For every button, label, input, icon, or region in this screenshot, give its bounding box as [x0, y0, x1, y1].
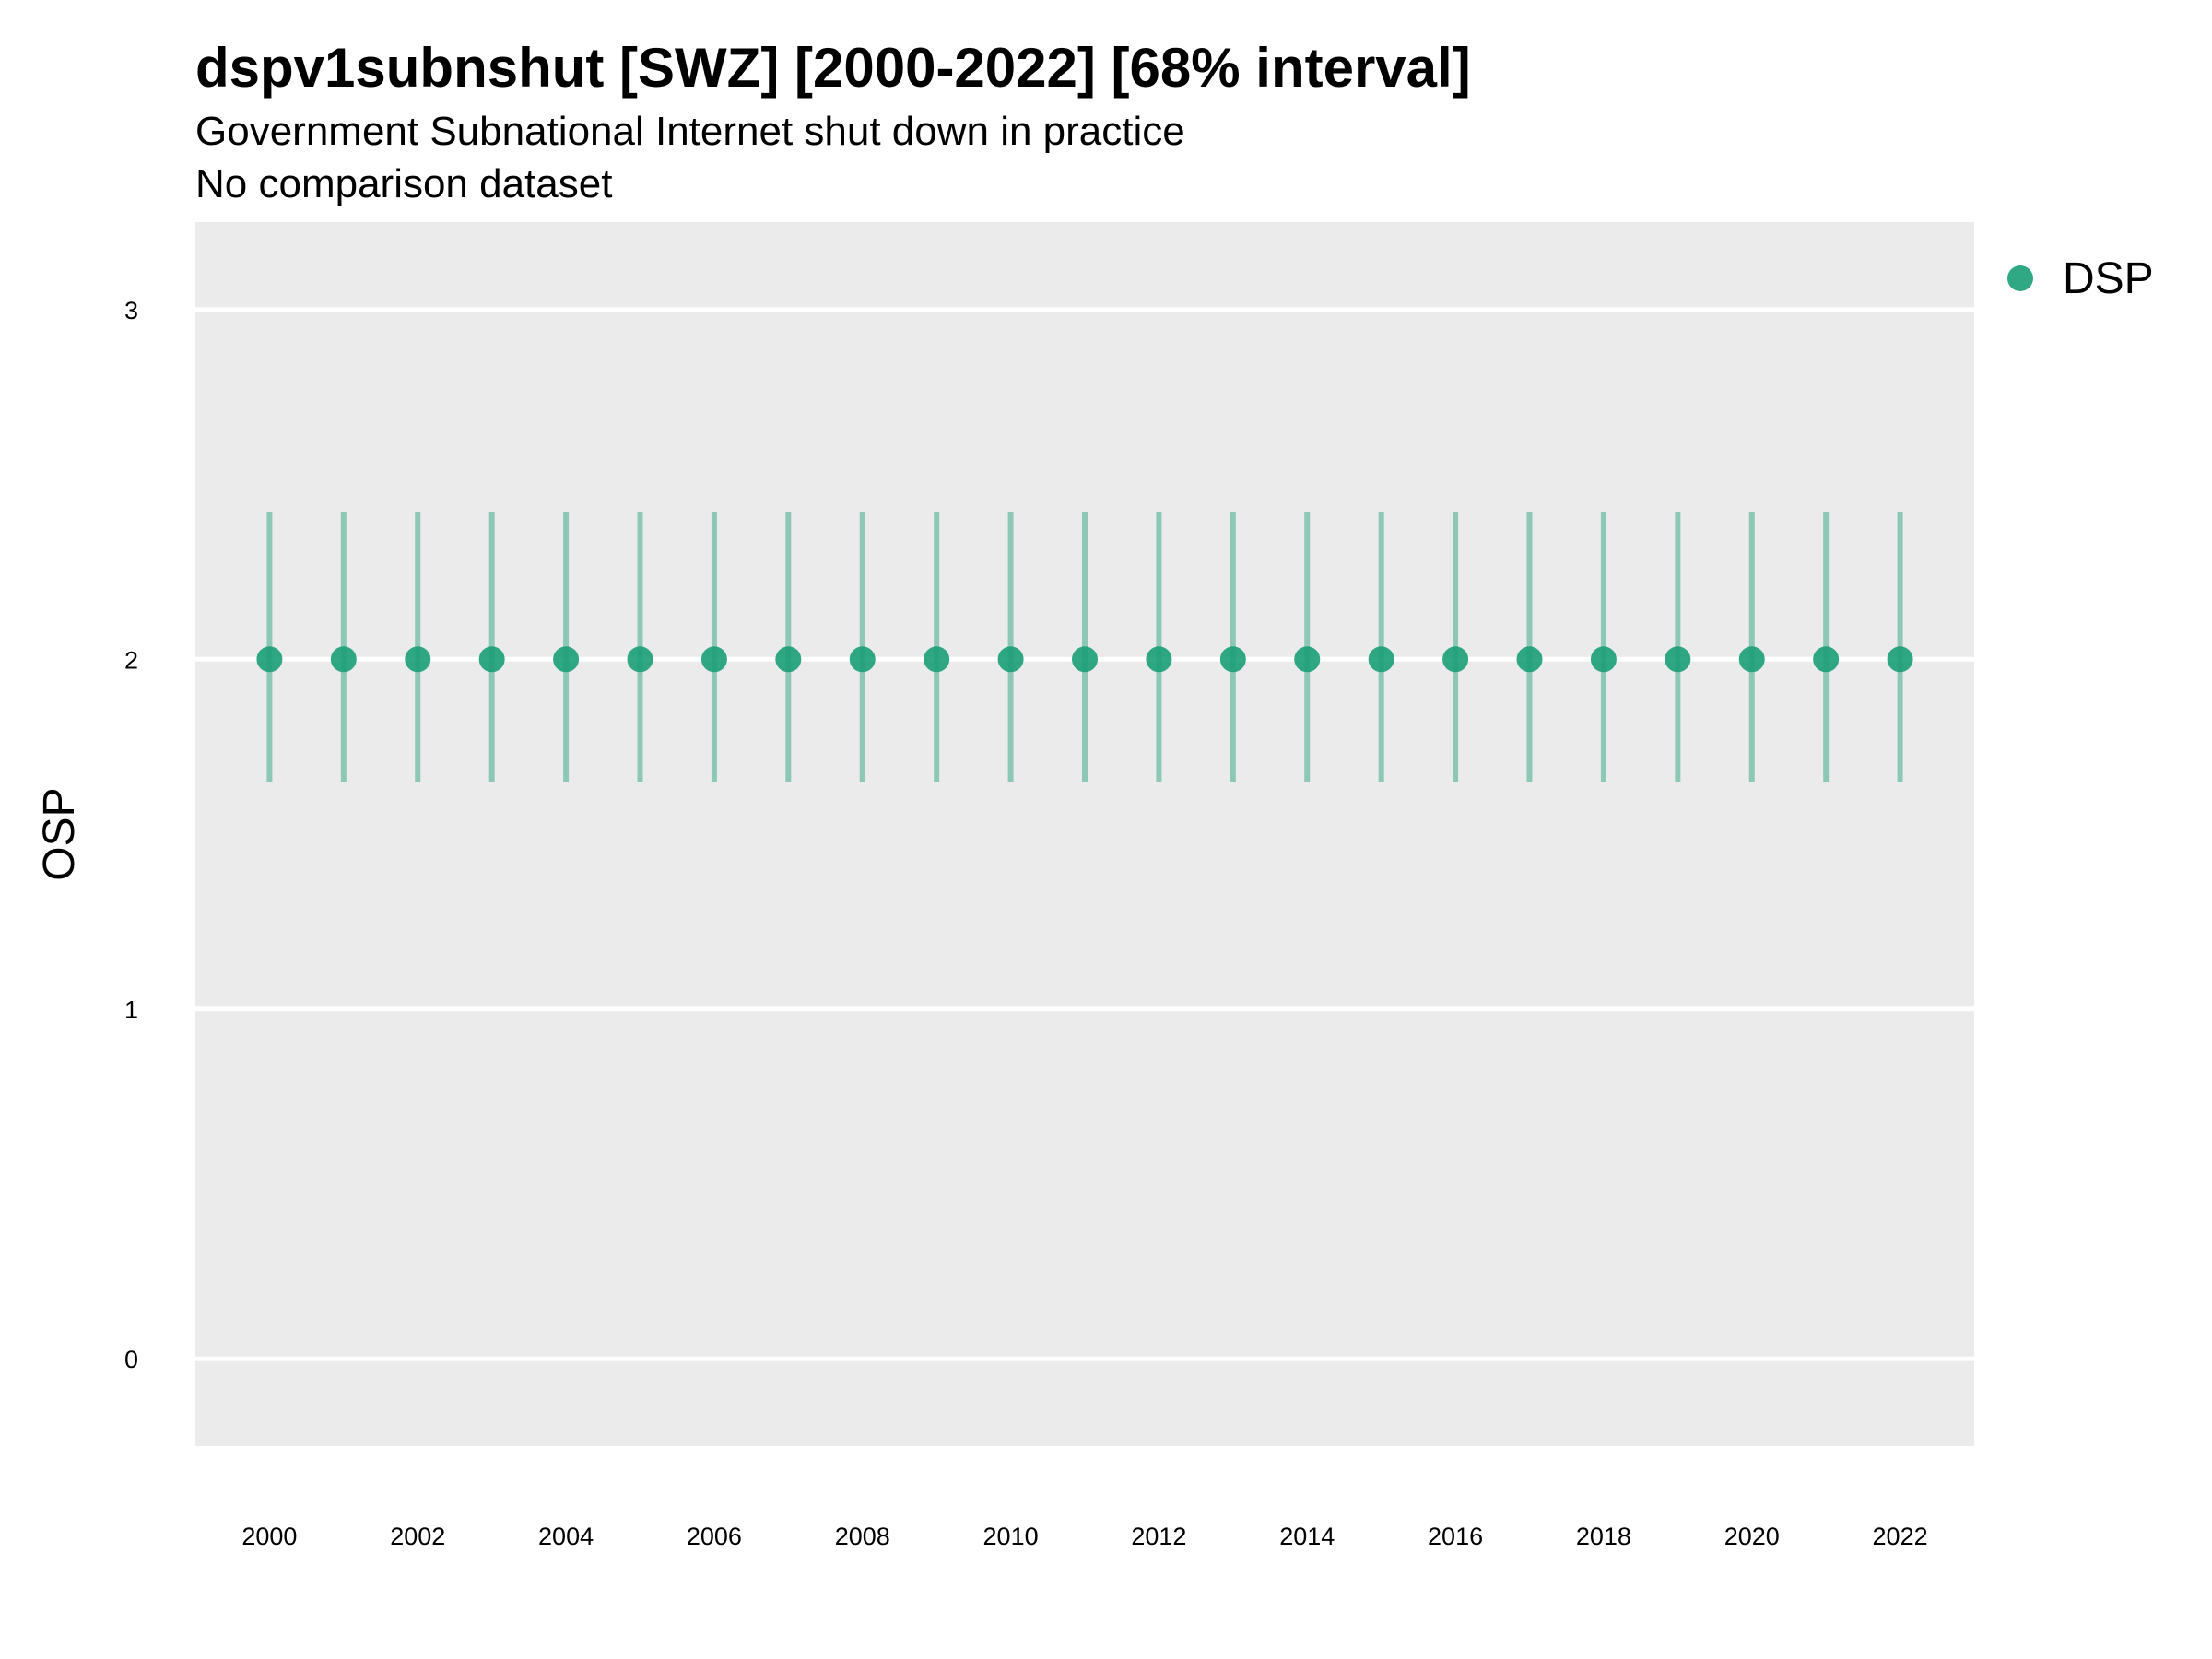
chart-title: dspv1subnshut [SWZ] [2000-2022] [68% int… [195, 37, 1471, 99]
x-axis-ticks: 2000 2002 2004 2006 2008 2010 2012 2014 2016 2018… [241, 1523, 1927, 1550]
data-points [256, 646, 1913, 673]
x-tick-label: 2018 [1576, 1523, 1631, 1550]
y-tick-label: 3 [124, 297, 138, 324]
x-tick-label: 2014 [1279, 1523, 1335, 1550]
y-tick-label: 2 [124, 646, 138, 674]
y-axis-label: OSP [35, 787, 84, 880]
data-point [1368, 646, 1394, 673]
data-point [405, 646, 431, 673]
data-point [256, 646, 283, 673]
plot-panel [195, 222, 1974, 1446]
data-point [700, 646, 727, 673]
data-point [1072, 646, 1098, 673]
data-point [1813, 646, 1840, 673]
data-point [997, 646, 1024, 673]
y-axis-ticks: 0 1 2 3 [124, 297, 138, 1373]
data-point [1516, 646, 1543, 673]
legend-label-dsp: DSP [2063, 254, 2154, 303]
data-point [1665, 646, 1691, 673]
x-tick-label: 2006 [687, 1523, 742, 1550]
data-point [553, 646, 580, 673]
data-point [775, 646, 802, 673]
x-tick-label: 2020 [1724, 1523, 1780, 1550]
chart-subtitle: Government Subnational Internet shut dow… [195, 109, 1185, 154]
x-tick-label: 2022 [1873, 1523, 1928, 1550]
x-tick-label: 2010 [983, 1523, 1039, 1550]
data-point [1442, 646, 1469, 673]
data-point [1219, 646, 1246, 673]
data-point [1738, 646, 1765, 673]
data-point [478, 646, 505, 673]
data-point [924, 646, 950, 673]
x-tick-label: 2004 [538, 1523, 594, 1550]
data-point [1887, 646, 1913, 673]
data-point [627, 646, 653, 673]
x-tick-label: 2000 [241, 1523, 297, 1550]
legend: DSP [2007, 254, 2154, 303]
data-point [1146, 646, 1172, 673]
x-tick-label: 2016 [1428, 1523, 1483, 1550]
data-point [330, 646, 357, 673]
data-point [849, 646, 876, 673]
data-point [1294, 646, 1321, 673]
y-tick-label: 1 [124, 996, 138, 1024]
x-tick-label: 2008 [835, 1523, 890, 1550]
chart-subtitle-comparison: No comparison dataset [195, 161, 612, 206]
y-tick-label: 0 [124, 1346, 138, 1373]
data-point [1590, 646, 1617, 673]
x-tick-label: 2002 [390, 1523, 445, 1550]
legend-marker-dsp [2007, 265, 2033, 291]
x-tick-label: 2012 [1131, 1523, 1186, 1550]
